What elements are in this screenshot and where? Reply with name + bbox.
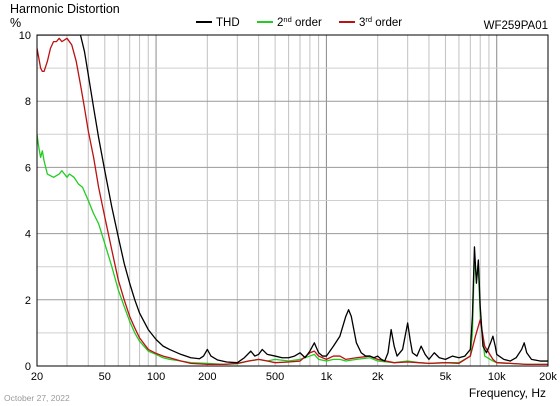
x-tick-label: 20k xyxy=(539,371,557,383)
plot-frame xyxy=(36,34,549,367)
y-tick-label: 6 xyxy=(25,162,31,174)
legend-label: THD xyxy=(216,17,240,29)
x-tick-label: 1k xyxy=(321,371,333,383)
curves xyxy=(37,35,548,365)
series-line-thd xyxy=(37,35,548,364)
legend: THD 2nd order 3rd order xyxy=(196,15,402,29)
legend-label: 3rd order xyxy=(359,15,402,29)
x-tick-label: 500 xyxy=(266,371,284,383)
chart-title: Harmonic Distortion xyxy=(10,2,120,16)
tick-labels: 20 50 100 200 500 1k 2k 5k 10k 20k 0 2 4 6 8 10 xyxy=(19,30,558,383)
model-label: WF259PA01 xyxy=(483,20,548,32)
x-tick-label: 10k xyxy=(488,371,506,383)
x-tick-label: 5k xyxy=(440,371,452,383)
x-tick-label: 2k xyxy=(372,371,384,383)
y-tick-label: 8 xyxy=(25,96,31,108)
x-axis-label: Frequency, Hz xyxy=(468,386,546,400)
y-axis-unit: % xyxy=(10,16,22,30)
y-tick-label: 4 xyxy=(25,229,31,241)
legend-label: 2nd order xyxy=(277,15,322,29)
y-tick-label: 0 xyxy=(25,361,31,373)
grid xyxy=(36,34,549,367)
x-tick-label: 100 xyxy=(147,371,165,383)
y-tick-label: 2 xyxy=(25,295,31,307)
y-tick-label: 10 xyxy=(19,30,31,42)
x-tick-label: 50 xyxy=(99,371,111,383)
date-stamp: October 27, 2022 xyxy=(4,393,70,403)
x-tick-label: 20 xyxy=(31,371,43,383)
series-line-3rd-order xyxy=(37,37,548,365)
x-tick-label: 200 xyxy=(198,371,216,383)
